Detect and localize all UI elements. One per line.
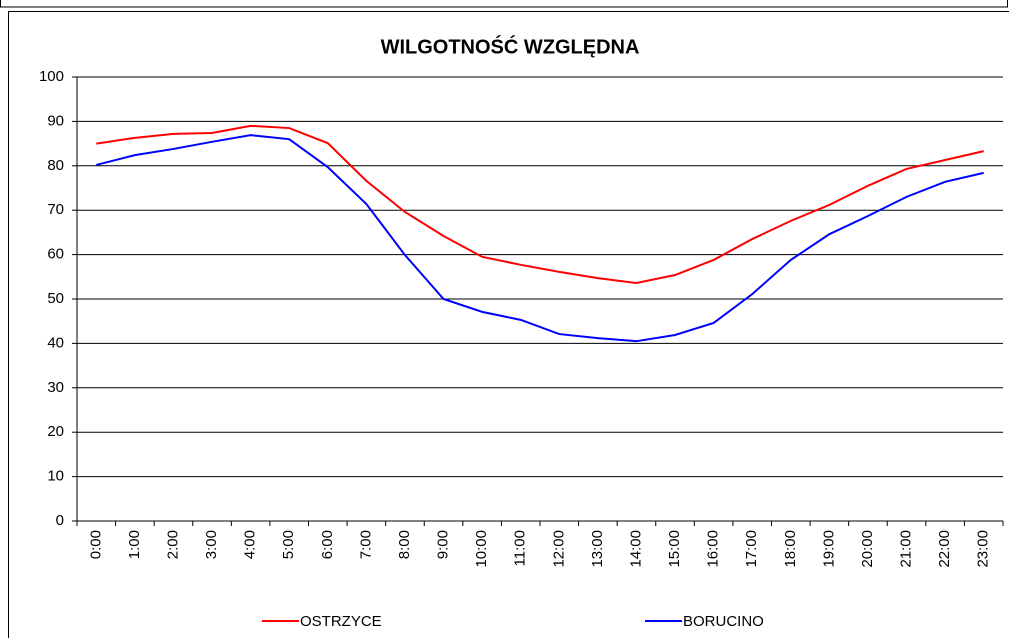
chart-frame [8, 11, 1009, 638]
x-tick-label: 3:00 [203, 530, 220, 559]
x-tick-label: 4:00 [242, 530, 259, 559]
x-tick-label: 6:00 [319, 530, 336, 559]
x-tick-label: 0:00 [87, 530, 104, 559]
series-line [96, 134, 984, 343]
legend-label: BORUCINO [683, 613, 764, 630]
x-tick-label: 21:00 [898, 530, 915, 568]
x-tick-label: 20:00 [859, 530, 876, 568]
series-line [96, 124, 984, 285]
x-tick-label: 9:00 [435, 530, 452, 559]
x-tick-label: 22:00 [936, 530, 953, 568]
y-tick-label: 50 [47, 290, 64, 307]
x-tick-label: 14:00 [627, 530, 644, 568]
x-tick-label: 2:00 [164, 530, 181, 559]
top-frame [0, 0, 1008, 8]
x-tick-label: 10:00 [473, 530, 490, 568]
y-tick-label: 0 [56, 512, 64, 529]
x-tick-label: 17:00 [743, 530, 760, 568]
y-tick-label: 20 [47, 423, 64, 440]
y-tick-label: 70 [47, 201, 64, 218]
x-tick-label: 15:00 [666, 530, 683, 568]
x-tick-label: 1:00 [126, 530, 143, 559]
x-tick-label: 7:00 [357, 530, 374, 559]
x-tick-label: 16:00 [705, 530, 722, 568]
x-tick-label: 5:00 [280, 530, 297, 559]
x-tick-label: 12:00 [550, 530, 567, 568]
y-tick-label: 100 [39, 68, 64, 85]
y-tick-label: 80 [47, 157, 64, 174]
chart-title: WILGOTNOŚĆ WZGLĘDNA [381, 34, 640, 58]
y-tick-label: 10 [47, 468, 64, 485]
y-tick-label: 30 [47, 379, 64, 396]
x-tick-label: 13:00 [589, 530, 606, 568]
x-tick-label: 19:00 [820, 530, 837, 568]
x-tick-label: 18:00 [782, 530, 799, 568]
x-tick-label: 8:00 [396, 530, 413, 559]
y-tick-label: 60 [47, 246, 64, 263]
x-tick-label: 11:00 [512, 530, 529, 566]
x-tick-label: 23:00 [975, 530, 992, 568]
legend-label: OSTRZYCE [300, 613, 382, 630]
y-tick-label: 90 [47, 112, 64, 129]
y-tick-label: 40 [47, 334, 64, 351]
